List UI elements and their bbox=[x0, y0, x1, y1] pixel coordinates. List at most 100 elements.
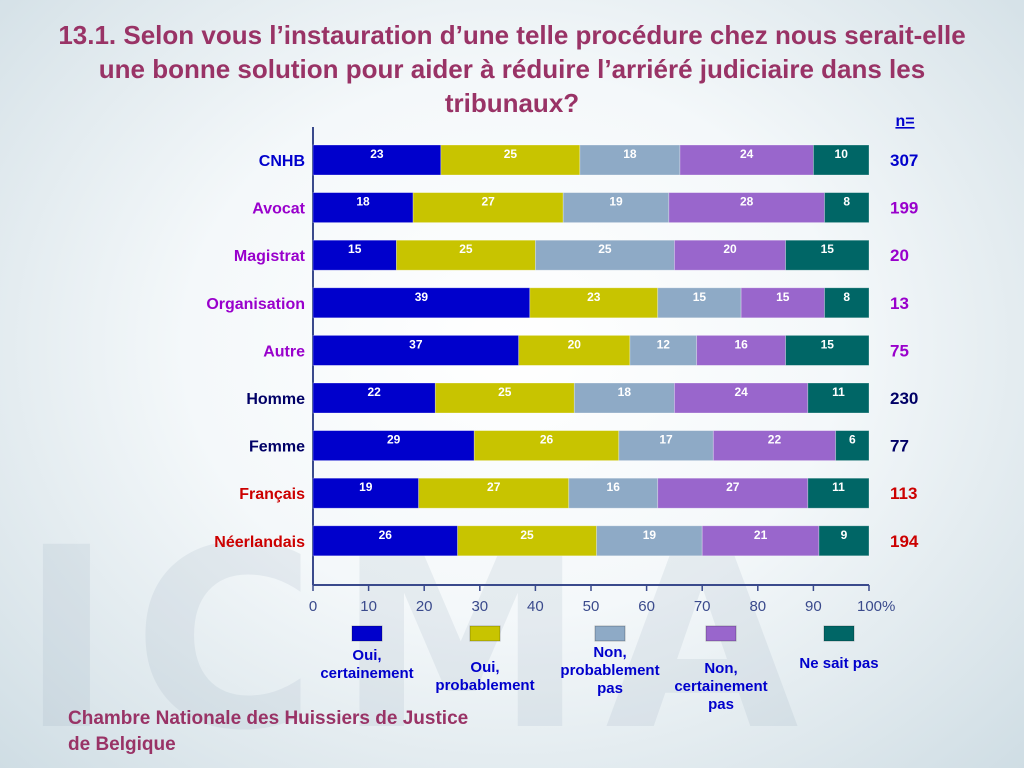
data-label: 18 bbox=[623, 147, 637, 161]
bar-segment bbox=[596, 525, 703, 557]
bar-segment bbox=[824, 192, 870, 224]
bar-segment bbox=[562, 192, 670, 224]
legend-label-line: probablement bbox=[435, 677, 534, 694]
data-label: 16 bbox=[734, 337, 748, 351]
data-label: 29 bbox=[387, 433, 401, 447]
bar-segment bbox=[674, 382, 809, 414]
bar-segment bbox=[412, 192, 564, 224]
legend-label: Oui, certainement bbox=[320, 647, 413, 682]
x-tick-label: 70 bbox=[694, 598, 711, 615]
category-label: Autre bbox=[263, 343, 305, 360]
data-label: 15 bbox=[693, 290, 707, 304]
bar-segment bbox=[785, 334, 870, 366]
data-label: 19 bbox=[643, 528, 657, 542]
bar-segment bbox=[679, 144, 814, 176]
data-label: 24 bbox=[740, 147, 754, 161]
legend-swatch bbox=[594, 625, 626, 642]
bar-segment bbox=[529, 287, 659, 319]
n-value: 13 bbox=[890, 294, 909, 313]
bar-segment bbox=[579, 144, 681, 176]
x-tick-label: 90 bbox=[805, 598, 822, 615]
legend-label-line: Non, bbox=[593, 644, 626, 661]
data-label: 23 bbox=[370, 147, 384, 161]
legend-label-line: Oui, bbox=[470, 659, 499, 676]
legend-label-line: certainement bbox=[674, 678, 767, 695]
bar-segment bbox=[573, 382, 675, 414]
bar-segment bbox=[674, 239, 787, 271]
bar-segment bbox=[312, 525, 458, 557]
data-label: 25 bbox=[504, 147, 518, 161]
bar-segment bbox=[312, 144, 442, 176]
bar-segment bbox=[657, 287, 742, 319]
data-label: 37 bbox=[409, 337, 423, 351]
bar-segment bbox=[312, 287, 531, 319]
n-value: 77 bbox=[890, 437, 909, 456]
bar-segment bbox=[440, 144, 581, 176]
x-tick-label: 100% bbox=[857, 598, 895, 615]
bar-segment bbox=[434, 382, 575, 414]
footer-organization: Chambre Nationale des Huissiers de Justi… bbox=[68, 708, 469, 755]
data-label: 23 bbox=[587, 290, 601, 304]
category-label: Magistrat bbox=[234, 248, 306, 265]
data-label: 12 bbox=[657, 337, 671, 351]
bar-segment bbox=[807, 477, 870, 509]
bar-segment bbox=[629, 334, 698, 366]
n-value: 20 bbox=[890, 246, 909, 265]
legend-label-line: probablement bbox=[560, 662, 659, 679]
x-tick-label: 10 bbox=[360, 598, 377, 615]
n-value: 75 bbox=[890, 341, 909, 360]
x-tick-label: 30 bbox=[471, 598, 488, 615]
category-label: Organisation bbox=[206, 296, 305, 313]
legend-swatch bbox=[351, 625, 383, 642]
x-tick-label: 0 bbox=[309, 598, 317, 615]
n-value: 113 bbox=[890, 484, 917, 503]
legend-swatch bbox=[705, 625, 737, 642]
legend-label: Oui, probablement bbox=[435, 659, 534, 694]
data-label: 15 bbox=[776, 290, 790, 304]
data-label: 15 bbox=[348, 242, 362, 256]
data-label: 26 bbox=[379, 528, 393, 542]
bar-segment bbox=[835, 430, 870, 462]
data-label: 27 bbox=[487, 480, 501, 494]
data-label: 20 bbox=[723, 242, 737, 256]
data-label: 17 bbox=[659, 433, 673, 447]
bar-segment bbox=[785, 239, 870, 271]
data-label: 21 bbox=[754, 528, 768, 542]
bar-segment bbox=[312, 192, 414, 224]
bar-segment bbox=[457, 525, 597, 557]
legend-label-line: pas bbox=[708, 696, 734, 713]
data-label: 18 bbox=[618, 385, 632, 399]
n-header: n= bbox=[895, 113, 914, 130]
bar-segment bbox=[740, 287, 825, 319]
n-value: 194 bbox=[890, 532, 919, 551]
category-label: Femme bbox=[249, 439, 305, 456]
category-label: Néerlandais bbox=[214, 534, 305, 551]
data-label: 10 bbox=[835, 147, 849, 161]
chart-title: 13.1. Selon vous l’instauration d’une te… bbox=[58, 20, 966, 118]
bar-segment bbox=[696, 334, 787, 366]
legend-label: Ne sait pas bbox=[799, 655, 878, 672]
data-label: 25 bbox=[520, 528, 534, 542]
bar-segment bbox=[473, 430, 620, 462]
bar-segment bbox=[813, 144, 870, 176]
bar-segment bbox=[418, 477, 570, 509]
category-label: Français bbox=[239, 486, 305, 503]
bar-segment bbox=[818, 525, 870, 557]
bar-segment bbox=[568, 477, 659, 509]
legend-label-line: Oui, bbox=[352, 647, 381, 664]
data-label: 25 bbox=[598, 242, 612, 256]
legend-label-line: pas bbox=[597, 680, 623, 697]
data-label: 11 bbox=[832, 480, 845, 494]
x-tick-label: 60 bbox=[638, 598, 655, 615]
data-label: 20 bbox=[568, 337, 582, 351]
bar-segment bbox=[657, 477, 809, 509]
data-label: 8 bbox=[843, 195, 850, 209]
x-tick-label: 50 bbox=[583, 598, 600, 615]
data-label: 28 bbox=[740, 195, 754, 209]
legend-swatch bbox=[823, 625, 855, 642]
legend-label-line: Ne sait pas bbox=[799, 655, 878, 672]
bar-segment bbox=[312, 382, 436, 414]
legend-label-line: Non, bbox=[704, 660, 737, 677]
category-label: Homme bbox=[246, 391, 305, 408]
bar-segment bbox=[807, 382, 870, 414]
